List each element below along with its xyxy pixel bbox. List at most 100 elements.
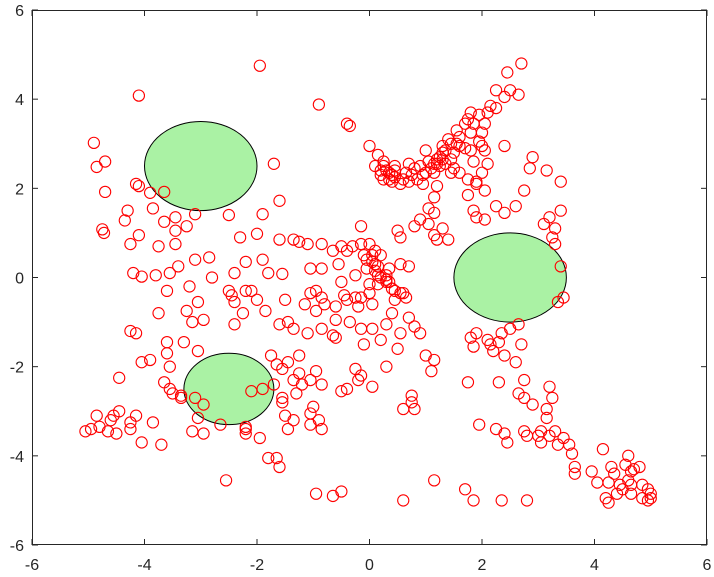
data-point (93, 420, 106, 434)
data-point (518, 391, 531, 405)
data-point (498, 349, 511, 362)
data-point (158, 185, 171, 199)
data-point (397, 402, 410, 416)
data-point (149, 269, 162, 282)
data-point (473, 108, 486, 121)
data-point (481, 333, 494, 347)
data-point (312, 98, 326, 111)
data-point (160, 347, 174, 360)
data-point (442, 233, 455, 246)
data-point (453, 139, 466, 153)
data-point (340, 382, 354, 396)
data-point (233, 231, 247, 244)
data-point (124, 324, 137, 338)
data-point (293, 367, 306, 380)
data-point (380, 318, 393, 331)
data-point (343, 119, 356, 133)
data-point (309, 364, 323, 378)
data-point (267, 157, 281, 170)
data-point (368, 264, 382, 277)
data-point (152, 240, 165, 253)
data-point (495, 327, 508, 340)
data-point (253, 431, 266, 445)
data-point (478, 184, 491, 197)
data-point (163, 266, 176, 280)
data-point (585, 465, 598, 478)
data-point (329, 313, 342, 327)
data-point (312, 414, 326, 427)
data-point (523, 162, 536, 175)
data-point (428, 191, 441, 204)
data-point (127, 266, 140, 280)
data-point (281, 356, 295, 369)
data-point (273, 194, 286, 207)
data-point (515, 57, 528, 70)
data-point (287, 233, 300, 246)
data-point (602, 496, 615, 509)
data-point (383, 262, 396, 275)
data-point (405, 396, 418, 409)
data-point (110, 427, 123, 440)
data-point (132, 89, 146, 102)
data-point (644, 492, 657, 505)
data-point (276, 396, 289, 409)
data-point (453, 166, 466, 179)
data-point (239, 255, 252, 269)
data-point (132, 228, 146, 242)
data-point (155, 438, 168, 451)
data-point (394, 231, 407, 244)
data-point (163, 360, 176, 373)
data-point (363, 139, 376, 153)
data-point (205, 271, 219, 284)
data-point (169, 224, 182, 237)
data-point (554, 175, 567, 188)
data-point (354, 369, 368, 382)
data-point (169, 237, 182, 251)
data-point (158, 215, 171, 228)
data-point (228, 318, 241, 331)
data-point (520, 494, 534, 507)
data-point (461, 376, 475, 389)
data-point (518, 184, 531, 197)
data-point (501, 66, 514, 79)
data-point (183, 280, 196, 293)
data-point (385, 282, 399, 295)
data-point (132, 179, 146, 193)
data-point (422, 155, 435, 168)
data-point (329, 331, 342, 344)
data-point (422, 202, 435, 215)
ellipse-3 (183, 352, 275, 426)
x-tick-label: -4 (137, 557, 151, 574)
data-point (481, 157, 494, 170)
data-point (354, 237, 368, 251)
data-point (87, 136, 101, 150)
data-point (467, 494, 480, 507)
data-point (270, 451, 283, 465)
data-point (371, 278, 385, 291)
data-point (301, 237, 314, 251)
data-point (84, 422, 98, 436)
data-point (402, 260, 416, 273)
data-point (326, 244, 340, 257)
data-point (197, 398, 210, 411)
data-point (146, 202, 160, 215)
data-point (360, 262, 373, 275)
data-point (540, 164, 553, 177)
data-point (315, 291, 328, 304)
data-point (478, 117, 491, 130)
data-point (416, 168, 430, 182)
data-point (458, 142, 472, 155)
data-point (568, 467, 581, 480)
data-point (512, 88, 525, 101)
data-point (464, 106, 477, 119)
data-point (489, 200, 503, 213)
data-point (180, 220, 193, 233)
data-point (343, 315, 356, 329)
y-tick-label: -4 (10, 449, 24, 466)
data-point (276, 267, 289, 281)
data-point (551, 295, 565, 309)
data-point (473, 418, 486, 431)
data-point (79, 425, 92, 438)
data-point (520, 429, 534, 442)
data-point (492, 376, 506, 389)
